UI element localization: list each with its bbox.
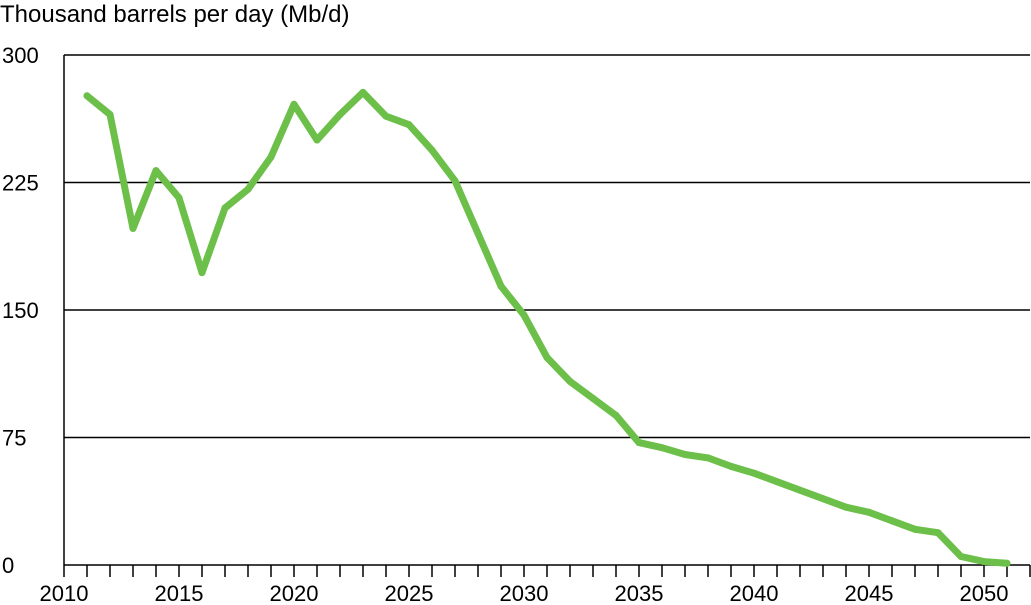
x-tick-label-2045: 2045 <box>845 581 894 605</box>
data-point-2030 <box>520 311 528 319</box>
data-point-2035 <box>635 439 643 447</box>
data-point-2011 <box>83 92 91 100</box>
data-point-2012 <box>106 111 114 118</box>
data-point-2026 <box>428 146 436 154</box>
data-point-2049 <box>957 553 965 560</box>
data-point-2036 <box>658 444 666 452</box>
x-tick-label-2015: 2015 <box>155 581 204 605</box>
data-point-2051 <box>1003 559 1011 567</box>
data-point-2029 <box>497 282 505 290</box>
y-axis-tick-labels: 0 75 150 225 300 <box>2 43 39 578</box>
data-point-2045 <box>865 508 873 516</box>
data-point-2019 <box>267 153 275 161</box>
y-axis-unit-label: Thousand barrels per day (Mb/d) <box>0 1 350 28</box>
series-layer <box>83 88 1011 567</box>
data-point-2037 <box>681 451 689 458</box>
x-axis-tick-labels: 2010 2015 2020 2025 2030 2035 2040 2045 2050 <box>40 581 1009 605</box>
x-axis-ticks <box>63 565 1031 577</box>
x-tick-label-2040: 2040 <box>730 581 779 605</box>
data-point-2048 <box>934 529 942 537</box>
y-tick-label-225: 225 <box>2 171 39 196</box>
data-point-2047 <box>911 525 919 533</box>
data-point-2027 <box>451 177 459 185</box>
data-point-2031 <box>543 354 551 362</box>
data-point-2042 <box>796 486 804 494</box>
data-point-2024 <box>382 112 390 120</box>
y-tick-label-75: 75 <box>2 426 26 451</box>
data-point-2014 <box>152 167 160 175</box>
data-point-2013 <box>129 224 137 232</box>
data-point-2039 <box>727 462 735 470</box>
x-tick-label-2050: 2050 <box>960 581 1009 605</box>
data-point-2018 <box>244 185 252 193</box>
data-point-2038 <box>704 454 712 462</box>
data-point-2025 <box>405 121 413 129</box>
data-point-2032 <box>566 377 574 385</box>
data-point-2028 <box>474 230 482 237</box>
series-line-0 <box>83 88 1011 567</box>
data-point-2046 <box>888 517 896 525</box>
data-point-2020 <box>290 100 298 108</box>
data-point-2022 <box>336 111 344 118</box>
data-point-2034 <box>612 411 620 419</box>
y-tick-label-150: 150 <box>2 298 39 323</box>
data-point-2017 <box>221 204 229 212</box>
data-point-2021 <box>313 136 321 144</box>
data-point-2041 <box>773 478 781 486</box>
y-tick-label-0: 0 <box>2 553 14 578</box>
y-tick-label-300: 300 <box>2 43 39 68</box>
data-point-2040 <box>750 469 758 477</box>
data-point-2043 <box>819 495 827 503</box>
data-point-2015 <box>175 194 183 202</box>
grid-lines <box>63 54 1030 566</box>
x-tick-label-2010: 2010 <box>40 581 89 605</box>
data-point-2033 <box>589 394 597 402</box>
x-tick-label-2020: 2020 <box>270 581 319 605</box>
data-point-2016 <box>198 269 206 277</box>
data-point-2044 <box>842 503 850 511</box>
x-tick-label-2035: 2035 <box>615 581 664 605</box>
data-point-2050 <box>980 558 988 566</box>
x-tick-label-2025: 2025 <box>385 581 434 605</box>
x-tick-label-2030: 2030 <box>500 581 549 605</box>
data-point-2023 <box>359 88 367 96</box>
